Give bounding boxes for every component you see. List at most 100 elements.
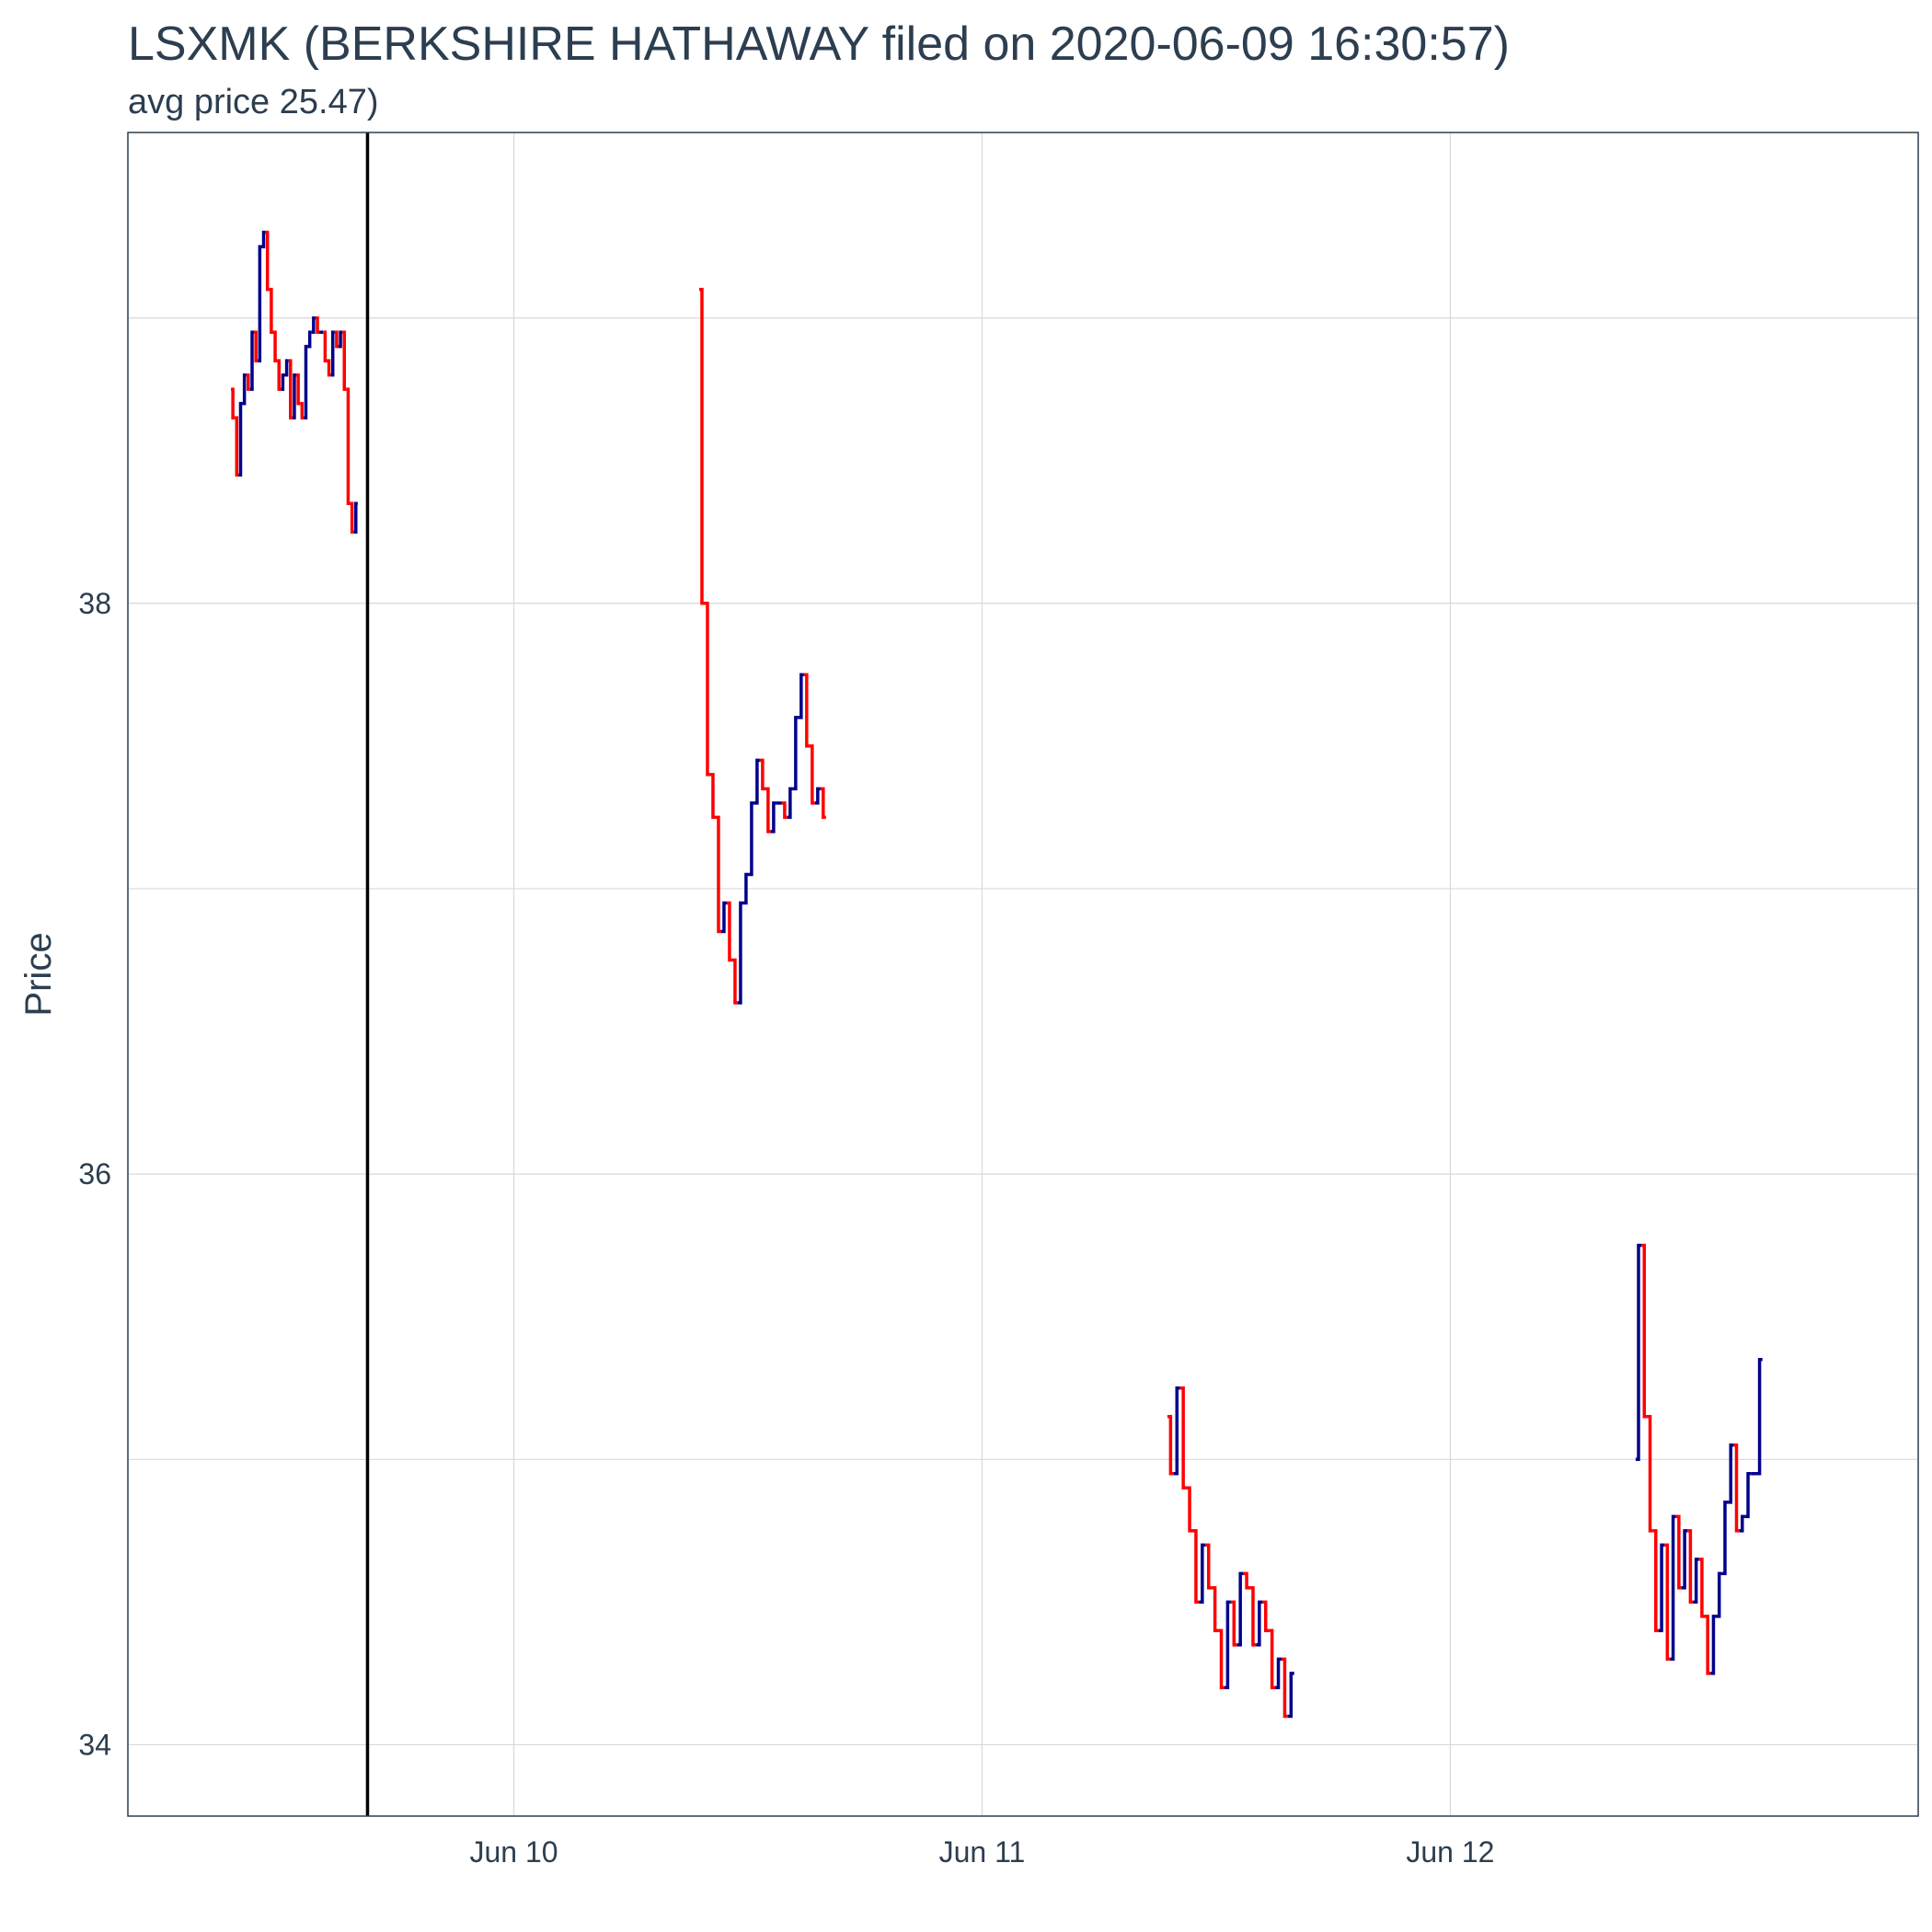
plot-panel: [128, 132, 1918, 1816]
price-segment: [1744, 1472, 1752, 1519]
price-segment: [338, 330, 343, 349]
price-segment: [1224, 1600, 1231, 1690]
price-segment: [737, 901, 743, 1005]
price-segment: [1652, 1529, 1659, 1633]
price-segment: [731, 958, 738, 1005]
price-segment: [1199, 1543, 1206, 1604]
y-tick-label: 36: [78, 1157, 111, 1190]
price-segment: [1739, 1514, 1745, 1533]
y-tick-label: 38: [78, 587, 111, 620]
price-segment: [1205, 1543, 1213, 1590]
price-segment: [1675, 1514, 1682, 1590]
price-segment: [1670, 1514, 1676, 1662]
price-segment: [311, 316, 316, 334]
price-segment: [1192, 1529, 1200, 1604]
price-segment: [330, 330, 335, 377]
grid-layer: [128, 132, 1918, 1816]
x-axis-ticks: Jun 10 Jun 11 Jun 12: [469, 1835, 1494, 1869]
price-segment: [235, 416, 239, 477]
chart-subtitle: avg price 25.47): [128, 83, 379, 121]
price-segment: [1756, 1357, 1763, 1476]
price-segment: [242, 373, 247, 406]
price-segment: [726, 901, 732, 962]
price-segment: [284, 359, 289, 377]
price-segment: [231, 387, 236, 420]
price-segment: [1716, 1571, 1722, 1618]
price-segment: [1721, 1501, 1729, 1576]
price-segment: [792, 716, 799, 791]
price-segment: [715, 815, 721, 934]
price-segment: [1236, 1571, 1244, 1647]
price-segment: [350, 501, 354, 534]
price-segment: [246, 373, 250, 391]
chart-title: LSXMK (BERKSHIRE HATHAWAY filed on 2020-…: [128, 17, 1510, 71]
price-segment: [265, 230, 270, 292]
session-2020-06-09: [231, 230, 358, 534]
price-segment: [238, 401, 243, 477]
session-2020-06-12: [1635, 1243, 1763, 1675]
price-segment: [342, 330, 347, 391]
price-segment: [334, 330, 339, 349]
price-segment: [720, 901, 727, 934]
x-tick-label: Jun 10: [469, 1835, 558, 1869]
price-segment: [304, 344, 308, 420]
x-tick-label: Jun 12: [1406, 1835, 1494, 1869]
x-tick-label: Jun 11: [939, 1835, 1026, 1869]
session-2020-06-11: [1167, 1386, 1294, 1719]
price-segment: [281, 373, 285, 391]
price-segment: [254, 330, 259, 362]
price-segment: [1275, 1657, 1282, 1690]
price-segment: [272, 330, 278, 362]
price-segment: [353, 501, 358, 534]
y-tick-label: 34: [78, 1728, 111, 1761]
price-segment: [742, 872, 749, 905]
price-segment: [1186, 1486, 1193, 1533]
y-axis-ticks: 34 36 38: [78, 587, 111, 1762]
price-segment: [327, 359, 331, 377]
price-segment: [798, 673, 804, 719]
price-segment: [292, 373, 297, 420]
price-segment: [1262, 1600, 1270, 1633]
price-segment: [296, 373, 301, 406]
price-segment: [261, 230, 266, 248]
price-segment: [315, 316, 320, 334]
price-segment: [1635, 1243, 1642, 1462]
price-segment: [748, 801, 754, 877]
price-segment: [307, 330, 312, 349]
price-segment: [323, 330, 328, 362]
price-segment: [1693, 1558, 1699, 1604]
price-segment: [1230, 1600, 1237, 1647]
series-layer: [231, 230, 1763, 1719]
price-segment: [1287, 1672, 1294, 1719]
price-segment: [820, 787, 826, 820]
price-segment: [1641, 1243, 1648, 1419]
price-segment: [765, 787, 771, 834]
price-segment: [814, 787, 821, 805]
price-segment: [1269, 1628, 1276, 1690]
price-segment: [249, 330, 255, 391]
price-segment: [709, 773, 716, 820]
price-segment: [1698, 1558, 1706, 1618]
price-segment: [1728, 1443, 1734, 1504]
price-segment: [1681, 1529, 1688, 1590]
price-segment: [269, 287, 273, 334]
price-segment: [1705, 1615, 1711, 1675]
price-segment: [288, 359, 293, 420]
price-segment: [1249, 1586, 1257, 1647]
price-segment: [809, 744, 815, 805]
price-segment: [1179, 1386, 1187, 1490]
price-segment: [1212, 1586, 1219, 1633]
price-segment: [1647, 1415, 1653, 1533]
price-segment: [1710, 1615, 1717, 1675]
price-segment: [704, 602, 710, 776]
price-segment: [1256, 1600, 1263, 1647]
price-segment: [300, 401, 305, 420]
price-segment: [277, 359, 282, 391]
price-segment: [1687, 1529, 1694, 1604]
price-segment: [1167, 1415, 1174, 1476]
price-segment: [1664, 1543, 1671, 1662]
price-segment: [1658, 1543, 1665, 1633]
price-segment: [1281, 1657, 1288, 1719]
price-segment: [258, 245, 262, 362]
